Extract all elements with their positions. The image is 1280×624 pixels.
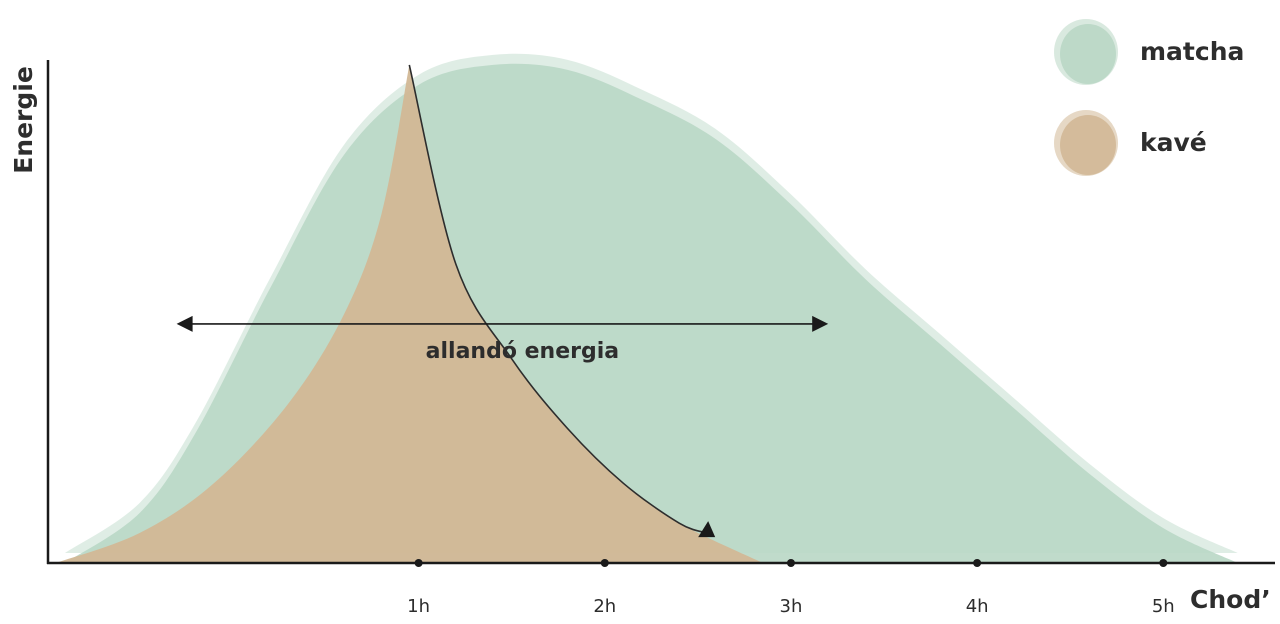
x-tick-label: 5h [1152, 596, 1175, 617]
x-tick-label: 2h [593, 596, 616, 617]
annotation-arrowhead-left [176, 315, 193, 332]
kave-decay-line [408, 64, 708, 534]
kave-area [55, 64, 764, 563]
legend: matcha kavé [1054, 19, 1244, 176]
x-tick-dot [414, 559, 423, 567]
y-axis-label: Energie [9, 66, 38, 174]
axes [46, 60, 1275, 565]
kave-decay-arrowhead [698, 521, 716, 538]
x-tick-dot [1159, 559, 1168, 567]
legend-label: matcha [1140, 37, 1244, 66]
legend-swatch [1060, 115, 1116, 175]
chart-areas [55, 53, 1238, 564]
x-ticks: 1h 2h 3h 4h 5h [407, 559, 1175, 617]
x-tick-dot [786, 559, 795, 567]
x-tick-dot [973, 559, 982, 567]
annotation-label: allandó energia [426, 339, 619, 364]
legend-swatch [1060, 24, 1116, 84]
x-tick-label: 4h [966, 596, 989, 617]
annotation-group: allandó energia [176, 315, 829, 364]
x-tick-label: 3h [780, 596, 803, 617]
annotation-arrowhead-right [812, 315, 829, 332]
legend-label: kavé [1140, 128, 1207, 157]
x-tick-label: 1h [407, 596, 430, 617]
x-tick-dot [600, 559, 609, 567]
x-axis-label: Chod’ [1190, 585, 1271, 614]
